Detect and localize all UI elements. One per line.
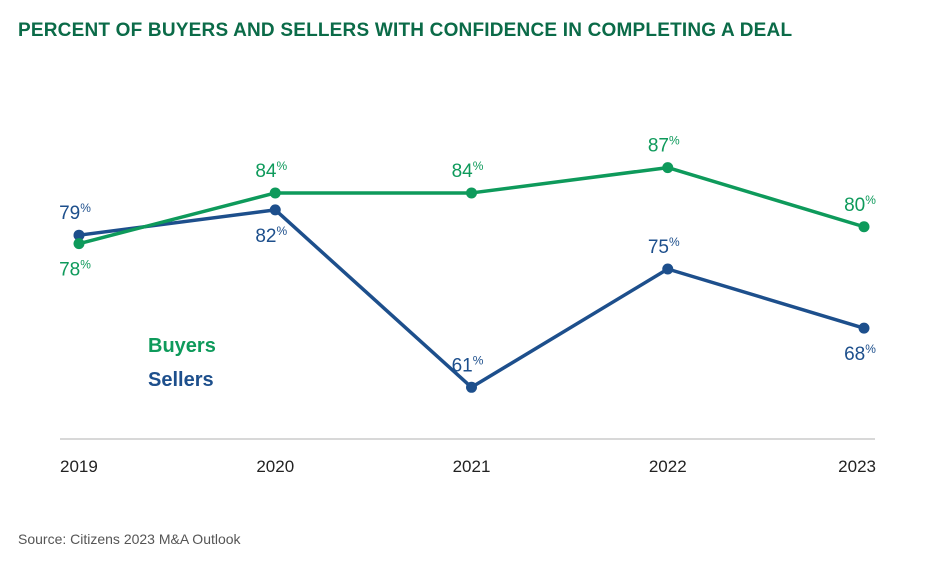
data-label-buyers: 84% <box>255 159 287 182</box>
data-label-sellers: 68% <box>844 342 876 365</box>
data-point-buyers <box>269 187 281 199</box>
chart-title: PERCENT OF BUYERS AND SELLERS WITH CONFI… <box>18 20 793 41</box>
data-label-buyers: 78% <box>59 258 91 281</box>
source-note: Source: Citizens 2023 M&A Outlook <box>18 531 241 547</box>
data-label-sellers: 79% <box>59 201 91 224</box>
data-label-sellers: 75% <box>648 235 680 258</box>
data-label-buyers: 84% <box>452 159 484 182</box>
x-tick-label: 2020 <box>256 457 294 476</box>
x-tick-label: 2021 <box>453 457 491 476</box>
legend-entry-sellers: Sellers <box>148 369 214 391</box>
data-label-buyers: 80% <box>844 193 876 216</box>
data-point-sellers <box>662 263 674 275</box>
legend-entry-buyers: Buyers <box>148 335 216 357</box>
data-label-sellers: 61% <box>452 353 484 376</box>
data-point-sellers <box>858 322 870 334</box>
x-tick-label: 2019 <box>60 457 98 476</box>
data-point-sellers <box>269 204 281 216</box>
data-point-sellers <box>466 381 477 393</box>
x-tick-label: 2023 <box>838 457 876 476</box>
data-label-buyers: 87% <box>648 134 680 157</box>
data-point-buyers <box>466 187 477 199</box>
data-point-sellers <box>73 229 85 241</box>
data-label-sellers: 82% <box>255 224 287 247</box>
data-point-buyers <box>662 162 674 174</box>
data-point-buyers <box>73 238 85 250</box>
data-point-buyers <box>858 221 870 233</box>
x-tick-label: 2022 <box>649 457 687 476</box>
